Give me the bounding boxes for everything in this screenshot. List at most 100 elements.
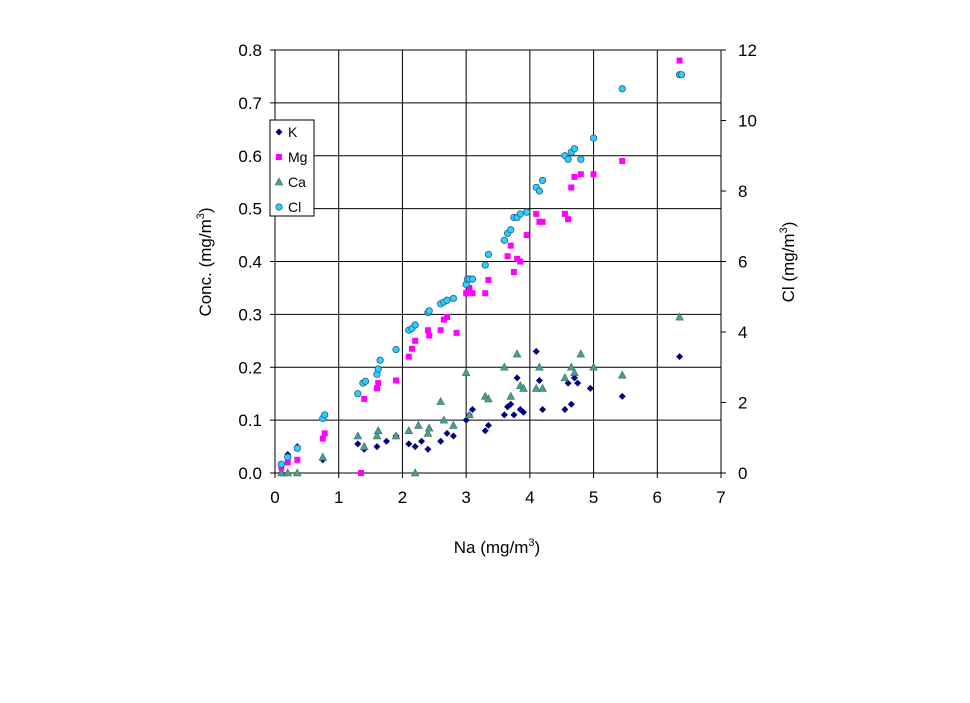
data-point	[519, 383, 528, 392]
data-point	[532, 347, 540, 355]
data-point	[536, 218, 543, 225]
data-point	[425, 307, 433, 315]
data-point	[533, 210, 540, 217]
data-point	[393, 377, 400, 384]
data-point	[576, 349, 586, 358]
x-tick-label: 0	[270, 488, 279, 507]
data-point	[321, 411, 329, 419]
data-point	[469, 406, 477, 414]
data-point	[466, 284, 473, 291]
y2-tick-label: 12	[738, 41, 757, 60]
y-tick-label: 0.5	[238, 200, 262, 219]
data-point	[373, 443, 381, 451]
data-point	[359, 441, 369, 450]
series-mg	[278, 57, 683, 476]
data-point	[535, 187, 544, 195]
data-point	[677, 71, 686, 79]
data-point	[619, 158, 626, 165]
data-point	[408, 345, 415, 352]
data-point	[469, 290, 476, 297]
data-point	[361, 395, 368, 402]
data-point	[564, 379, 572, 387]
data-point	[523, 232, 530, 239]
y-tick-label: 0.3	[238, 305, 262, 324]
series-cl	[277, 71, 686, 468]
data-point	[519, 408, 527, 416]
data-point	[372, 431, 382, 440]
data-point	[410, 468, 420, 477]
data-point	[294, 456, 301, 463]
x-axis-ticks: 0 1 2 3 4 5 6 7	[270, 473, 726, 507]
data-point	[292, 468, 302, 477]
data-point	[404, 426, 414, 435]
legend-marker-k	[275, 128, 283, 136]
data-point	[514, 255, 521, 262]
y2-tick-label: 8	[738, 182, 747, 201]
x-tick-label: 1	[334, 488, 343, 507]
data-point	[485, 277, 492, 284]
legend-label-k: K	[288, 124, 298, 140]
data-point	[577, 155, 585, 163]
data-point	[484, 394, 493, 403]
data-point	[506, 391, 516, 400]
data-point	[570, 145, 579, 153]
data-point	[561, 406, 569, 414]
data-point	[538, 383, 547, 392]
y-tick-label: 0.2	[238, 358, 262, 377]
data-point	[571, 173, 578, 180]
data-point	[391, 431, 401, 440]
data-point	[535, 376, 543, 384]
data-point	[405, 440, 413, 448]
data-point	[444, 314, 451, 321]
data-point	[383, 437, 390, 445]
data-point	[373, 385, 380, 392]
y2-tick-label: 2	[738, 394, 747, 413]
data-point	[484, 250, 493, 259]
data-point	[283, 468, 293, 477]
data-point	[319, 435, 326, 442]
data-point	[361, 377, 370, 385]
data-point	[512, 349, 522, 358]
data-points	[277, 57, 686, 477]
data-point	[535, 362, 544, 371]
data-point	[507, 400, 515, 408]
x-tick-label: 3	[461, 488, 470, 507]
data-point	[539, 406, 547, 414]
data-point	[570, 367, 579, 376]
data-point	[618, 85, 626, 93]
data-point	[405, 353, 412, 360]
data-point	[568, 184, 575, 191]
data-point	[373, 426, 383, 435]
data-point	[618, 392, 626, 400]
data-point	[504, 253, 511, 260]
data-point	[531, 383, 541, 392]
x-tick-label: 5	[589, 488, 598, 507]
data-point	[539, 218, 546, 225]
data-point	[538, 176, 547, 185]
y-tick-label: 0.8	[238, 41, 262, 60]
y2-tick-label: 6	[738, 253, 747, 272]
data-point	[284, 459, 291, 466]
data-point	[461, 367, 471, 376]
data-point	[449, 420, 458, 429]
data-point	[513, 374, 521, 382]
y-tick-label: 0.7	[238, 94, 262, 113]
data-point	[468, 275, 477, 283]
data-point	[449, 432, 457, 440]
data-point	[500, 236, 508, 244]
data-point	[424, 423, 434, 432]
y-axis-ticks: 0.0 0.1 0.2 0.3 0.4 0.5 0.6 0.7 0.8	[238, 41, 275, 483]
data-point	[617, 370, 627, 379]
data-point	[424, 327, 431, 334]
data-point	[443, 429, 451, 437]
legend-label-ca: Ca	[288, 174, 306, 190]
data-point	[439, 415, 449, 424]
data-point	[500, 362, 509, 371]
data-point	[437, 327, 444, 334]
data-point	[481, 261, 489, 269]
data-point	[374, 365, 382, 373]
data-point	[411, 443, 419, 451]
y-axis-label: Conc. (mg/m3)	[195, 207, 215, 316]
data-point	[676, 353, 684, 361]
